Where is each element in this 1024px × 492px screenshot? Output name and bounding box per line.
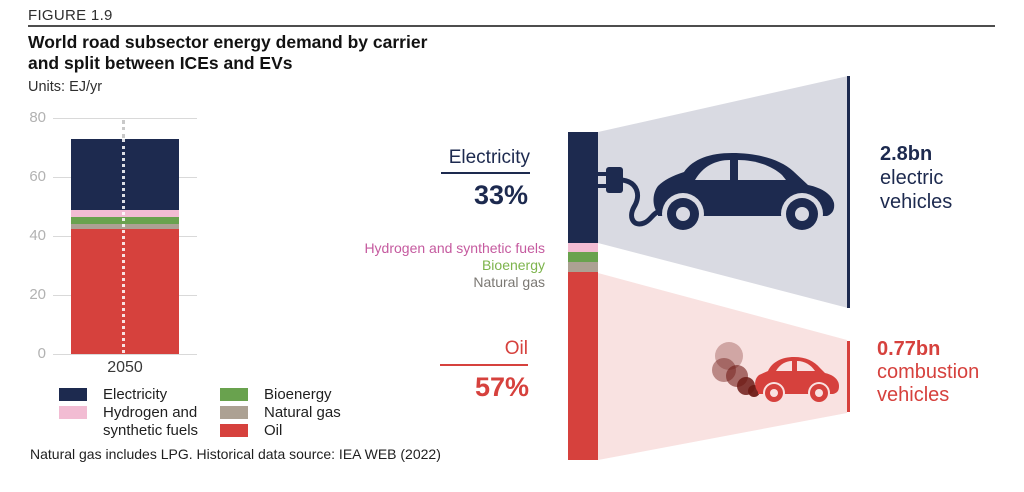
legend-swatch-natural-gas	[220, 406, 248, 419]
y-tick-0: 0	[37, 345, 46, 362]
ice-accent-line	[847, 341, 850, 412]
bioenergy-band-label: Bioenergy	[481, 257, 545, 273]
figure-title-line1: World road subsector energy demand by ca…	[28, 32, 428, 52]
y-tick-60: 60	[29, 168, 46, 185]
flow-bar-oil	[568, 272, 598, 460]
legend-label-hydrogen: Hydrogen and synthetic fuels	[103, 404, 199, 439]
legend-swatch-electricity	[59, 388, 87, 401]
header-rule	[28, 25, 995, 27]
electricity-share-pct: 33%	[473, 180, 528, 210]
legend-swatch-hydrogen	[59, 406, 87, 419]
electricity-underline	[441, 172, 530, 174]
ice-count-block: 0.77bn combustion vehicles	[877, 338, 979, 407]
combustion-car-icon	[712, 342, 839, 402]
legend-label-oil: Oil	[264, 422, 283, 439]
flow-bar-hydrogen	[568, 243, 598, 252]
natural-gas-band-label: Natural gas	[473, 274, 545, 290]
ev-count-line2: vehicles	[880, 191, 953, 213]
y-tick-40: 40	[29, 227, 46, 244]
flow-bar-natural-gas	[568, 262, 598, 272]
dotted-guide-line-upper	[122, 120, 125, 138]
legend-swatch-bioenergy	[220, 388, 248, 401]
oil-underline	[440, 364, 528, 366]
source-footnote: Natural gas includes LPG. Historical dat…	[30, 446, 441, 462]
ev-count: 2.8bn	[880, 143, 933, 165]
y-tick-80: 80	[29, 109, 46, 126]
figure-number: FIGURE 1.9	[28, 7, 113, 24]
legend-swatch-oil	[220, 424, 248, 437]
bar-segment-oil	[71, 228, 179, 354]
electric-car-icon	[598, 153, 835, 232]
dotted-guide-line	[122, 139, 125, 353]
y-tick-20: 20	[29, 286, 46, 303]
units-label: Units: EJ/yr	[28, 79, 103, 95]
bar-segment-electricity	[71, 138, 179, 211]
electricity-share-label: Electricity	[448, 147, 530, 168]
ice-count: 0.77bn	[877, 338, 941, 360]
ice-count-line2: vehicles	[877, 384, 950, 406]
gridline-80	[53, 118, 197, 119]
bar-2050	[71, 138, 179, 354]
bar-segment-natural-gas	[71, 223, 179, 229]
ev-count-line1: electric	[880, 167, 944, 189]
legend-label-bioenergy: Bioenergy	[264, 386, 332, 403]
figure-title-line2: and split between ICEs and EVs	[28, 53, 293, 73]
x-axis-label: 2050	[107, 359, 143, 376]
oil-share-pct: 57%	[474, 372, 529, 402]
figure-title: World road subsector energy demand by ca…	[28, 32, 528, 74]
hydrogen-band-label: Hydrogen and synthetic fuels	[364, 240, 545, 256]
ice-count-line1: combustion	[877, 361, 980, 383]
flow-bar-electricity	[568, 132, 598, 243]
flow-bar-bioenergy	[568, 252, 598, 262]
ev-count-block: 2.8bn electric vehicles	[880, 142, 952, 214]
legend-label-electricity: Electricity	[103, 386, 168, 403]
legend-label-natural-gas: Natural gas	[264, 404, 341, 421]
bar-segment-hydrogen-and-synthetic-fuels	[71, 210, 179, 218]
gridline-0	[53, 354, 197, 355]
bar-segment-bioenergy	[71, 217, 179, 224]
ev-accent-line	[847, 76, 850, 308]
oil-share-label: Oil	[504, 338, 528, 359]
